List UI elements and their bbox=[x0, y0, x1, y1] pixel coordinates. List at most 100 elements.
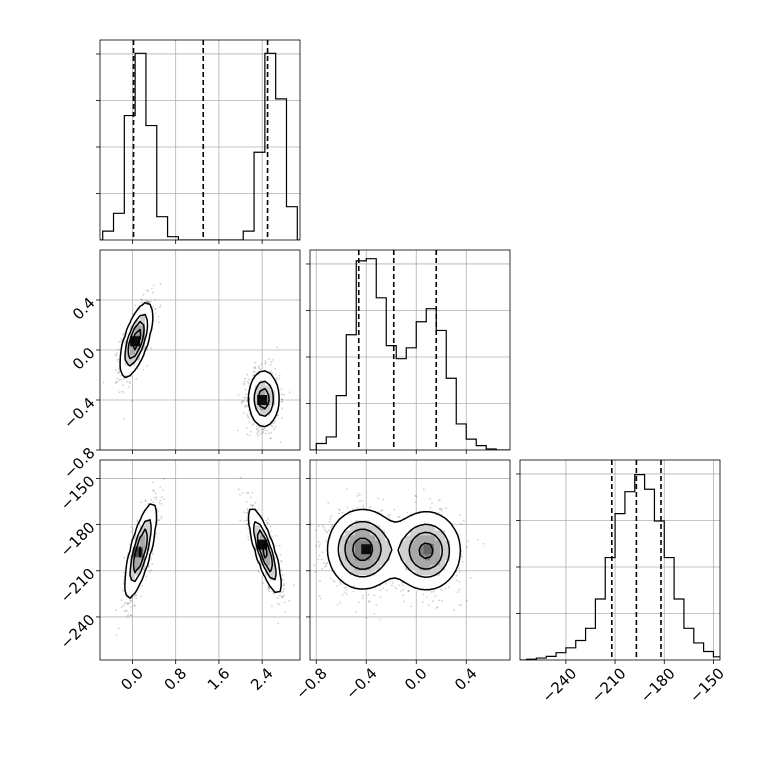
sample-point bbox=[331, 524, 334, 527]
density-cell bbox=[270, 380, 276, 386]
sample-point bbox=[257, 429, 260, 432]
sample-point bbox=[323, 526, 326, 528]
density-cell bbox=[125, 340, 131, 346]
density-cell bbox=[275, 580, 281, 586]
density-cell bbox=[135, 565, 141, 571]
sample-point bbox=[127, 386, 130, 389]
sample-point bbox=[254, 366, 257, 368]
sample-point bbox=[439, 507, 442, 510]
sample-point bbox=[247, 527, 250, 530]
contour-level bbox=[129, 519, 277, 583]
density-cell bbox=[260, 370, 266, 376]
sample-point bbox=[329, 517, 331, 520]
sample-point bbox=[358, 494, 361, 497]
sample-point bbox=[327, 502, 330, 504]
density-cell bbox=[130, 580, 136, 586]
contour-level bbox=[119, 301, 280, 428]
density-cell bbox=[130, 590, 136, 596]
sample-point bbox=[125, 609, 128, 612]
sample-point bbox=[281, 596, 284, 599]
panel-p0-p2 bbox=[99, 459, 301, 661]
sample-point bbox=[157, 315, 160, 318]
sample-point bbox=[242, 383, 245, 385]
density-cell bbox=[140, 515, 146, 521]
sample-point bbox=[246, 380, 249, 383]
sample-point bbox=[256, 432, 259, 435]
sample-point bbox=[357, 492, 360, 495]
sample-point bbox=[151, 481, 154, 484]
density-cell bbox=[370, 580, 376, 586]
sample-point bbox=[346, 506, 349, 509]
sample-point bbox=[251, 504, 254, 506]
sample-point bbox=[123, 332, 125, 335]
density-cell bbox=[255, 515, 261, 521]
sample-point bbox=[403, 600, 406, 603]
sample-point bbox=[135, 593, 138, 596]
density-cell bbox=[265, 530, 271, 536]
density-cell bbox=[250, 530, 256, 536]
sample-point bbox=[315, 529, 317, 532]
density-cell bbox=[360, 585, 366, 591]
density-cell bbox=[260, 375, 266, 381]
sample-point bbox=[328, 529, 330, 532]
sample-point bbox=[118, 371, 121, 374]
sample-point bbox=[265, 432, 267, 435]
sample-point bbox=[278, 374, 281, 377]
density-cell bbox=[270, 410, 276, 416]
sample-point bbox=[249, 504, 252, 507]
sample-point bbox=[159, 499, 162, 502]
density-cell bbox=[250, 515, 256, 521]
sample-point bbox=[132, 528, 134, 531]
sample-point bbox=[118, 391, 121, 394]
histogram-step bbox=[315, 258, 507, 450]
density-cell bbox=[130, 540, 136, 546]
sample-point bbox=[142, 293, 145, 296]
sample-point bbox=[321, 567, 323, 570]
sample-point bbox=[379, 618, 382, 621]
density-cell bbox=[345, 580, 351, 586]
sample-point bbox=[238, 493, 241, 496]
density-cell bbox=[360, 570, 366, 576]
sample-point bbox=[267, 585, 270, 588]
sample-point bbox=[358, 500, 361, 503]
density-cell bbox=[250, 395, 256, 401]
density-cell bbox=[250, 390, 256, 396]
histogram-bins bbox=[100, 52, 300, 240]
sample-point bbox=[274, 544, 277, 547]
sample-point bbox=[319, 597, 322, 600]
density-cell bbox=[270, 555, 276, 561]
density-cell bbox=[135, 530, 141, 536]
sample-point bbox=[120, 606, 123, 609]
sample-point bbox=[115, 609, 118, 611]
density-cell bbox=[250, 525, 256, 531]
sample-point bbox=[117, 348, 120, 351]
density-cell bbox=[260, 415, 266, 421]
sample-point bbox=[438, 498, 441, 501]
sample-point bbox=[341, 594, 344, 596]
sample-point bbox=[140, 585, 143, 588]
sample-point bbox=[458, 571, 461, 574]
density-cell bbox=[265, 545, 271, 551]
histogram-bin bbox=[664, 558, 674, 660]
sample-point bbox=[126, 602, 129, 604]
sample-point bbox=[321, 551, 324, 554]
sample-point bbox=[118, 341, 121, 343]
sample-point bbox=[369, 505, 372, 508]
sample-point bbox=[159, 304, 162, 307]
sample-point bbox=[160, 496, 163, 499]
density-cell bbox=[405, 580, 411, 586]
sample-point bbox=[150, 568, 152, 571]
sample-point bbox=[243, 396, 246, 399]
sample-point bbox=[280, 393, 283, 396]
sample-point bbox=[279, 553, 282, 556]
sample-point bbox=[317, 545, 320, 548]
density-cell bbox=[265, 550, 271, 556]
histogram-bin bbox=[595, 599, 605, 660]
density-cell bbox=[250, 535, 256, 541]
sample-point bbox=[391, 584, 393, 587]
sample-point bbox=[128, 601, 131, 604]
sample-point bbox=[267, 586, 270, 588]
sample-point bbox=[422, 593, 425, 596]
density-cell bbox=[380, 575, 386, 581]
